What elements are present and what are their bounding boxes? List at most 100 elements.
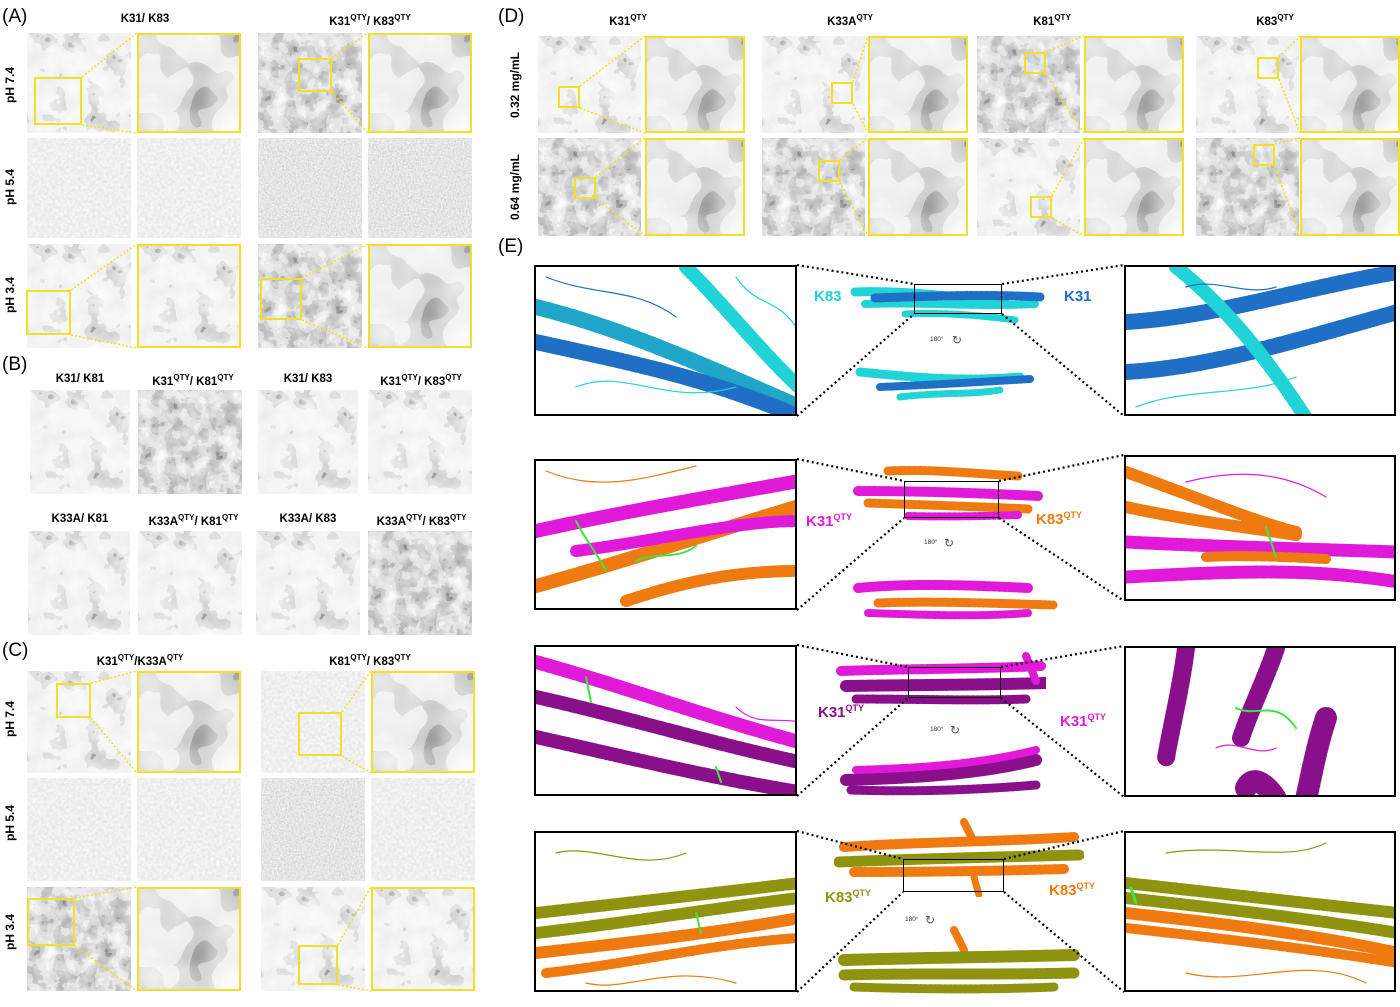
tem-zoom-image [137,671,241,773]
molecular-structure-rotated [848,563,1058,623]
panel-a-row-label-3: pH 3.4 [3,277,17,314]
panel-c-header-1: K31QTY/K33AQTY [96,653,184,668]
zoom-frame [1300,138,1400,236]
tem-image [258,390,358,494]
zoom-region [1030,196,1052,218]
structure-closeup-left [534,459,797,610]
panel-e-label: (E) [498,236,524,257]
tem-zoom-image [1084,138,1184,236]
tem-image [138,390,242,494]
molecular-structure-rotated [834,925,1084,1000]
panel-b-header-5: K33A/ K81 [51,513,109,525]
panel-a-header-1: K31/ K83 [120,13,170,25]
tem-zoom-image [371,887,475,991]
tem-zoom-image [645,138,745,236]
zoom-frame [137,244,241,348]
structure-closeup-right [1124,831,1396,992]
panel-c-row-label-2: pH 5.4 [3,805,17,842]
zoom-region [1253,144,1275,166]
tem-zoom-image [368,33,472,133]
panel-c-header-2: K81QTY/ K83QTY [329,653,411,668]
rotate-arrow-icon: ↻ [952,333,963,347]
zoom-frame [368,244,472,348]
molecular-structure-rotated [850,357,1050,407]
zoom-region [298,58,332,92]
panel-b-header-7: K33A/ K83 [279,513,337,525]
zoom-region [558,86,580,108]
zoom-frame [1300,36,1400,133]
zoom-region [34,77,82,125]
structure-label-left: K83 [814,288,842,305]
tem-image [256,531,360,635]
structure-label-right: K83QTY [1036,510,1083,528]
tem-zoom-image [368,244,472,348]
panel-a-header-2: K31QTY/ K83QTY [329,13,411,28]
panel-b-label: (B) [2,354,28,375]
selection-box [903,859,1004,892]
selection-box [908,667,1001,698]
panel-b-header-4: K31QTY/ K83QTY [380,373,462,388]
zoom-region [56,683,91,718]
zoom-frame [371,671,475,773]
rotate-arrow-icon: ↻ [944,536,955,550]
tem-image [1196,138,1299,236]
tem-image [977,138,1080,236]
panel-d-row-label-2: 0.64 mg/mL [508,153,522,221]
zoom-frame [1084,138,1184,236]
zoom-region [27,898,75,946]
tem-image [368,390,472,494]
tem-image [137,138,241,238]
structure-label-left: K31QTY [806,512,853,530]
zoom-frame [371,887,475,991]
structure-closeup-left [534,645,797,796]
zoom-region [26,290,71,335]
tem-image [27,138,131,238]
panel-c-row-label-3: pH 3.4 [3,914,17,951]
panel-d-header-3: K81QTY [1033,13,1071,28]
tem-image [258,138,362,238]
structure-label-right: K83QTY [1049,881,1096,899]
rotation-label: 180° [924,539,938,546]
tem-image [368,531,472,635]
panel-b-header-3: K31/ K83 [283,373,333,385]
zoom-region [818,160,840,182]
tem-zoom-image [645,36,745,133]
zoom-region [260,278,302,320]
tem-image [1196,36,1299,133]
structure-closeup-right [1124,646,1396,797]
zoom-region [1257,57,1279,79]
tem-image [538,36,641,133]
panel-a-row-label-1: pH 7.4 [3,67,17,104]
panel-d-header-1: K31QTY [609,13,647,28]
panel-d-row-label-1: 0.32 mg/mL [508,51,522,119]
tem-zoom-image [371,671,475,773]
tem-zoom-image [1300,36,1400,133]
tem-image [977,36,1080,133]
molecular-structure-rotated [836,740,1046,800]
zoom-region [1024,52,1046,74]
tem-zoom-image [868,138,968,236]
tem-image [30,390,130,494]
structure-closeup-right [1124,265,1396,416]
rotation-label: 180° [930,726,944,733]
panel-d-label: (D) [498,6,525,27]
selection-box [904,481,999,518]
tem-zoom-image [868,36,968,133]
structure-closeup-right [1124,455,1396,601]
rotation-label: 180° [930,336,944,343]
tem-image [138,531,242,635]
zoom-frame [645,138,745,236]
zoom-frame [137,671,241,773]
zoom-region [831,82,853,104]
zoom-region [298,712,342,756]
tem-image [137,778,241,881]
tem-image [368,138,472,238]
panel-b-header-2: K31QTY/ K81QTY [152,373,234,388]
tem-zoom-image [137,244,241,348]
zoom-frame [645,36,745,133]
tem-zoom-image [137,33,241,133]
selection-box [914,284,1002,314]
structure-label-right: K31 [1064,288,1092,305]
rotation-label: 180° [905,916,919,923]
zoom-region [574,177,596,199]
